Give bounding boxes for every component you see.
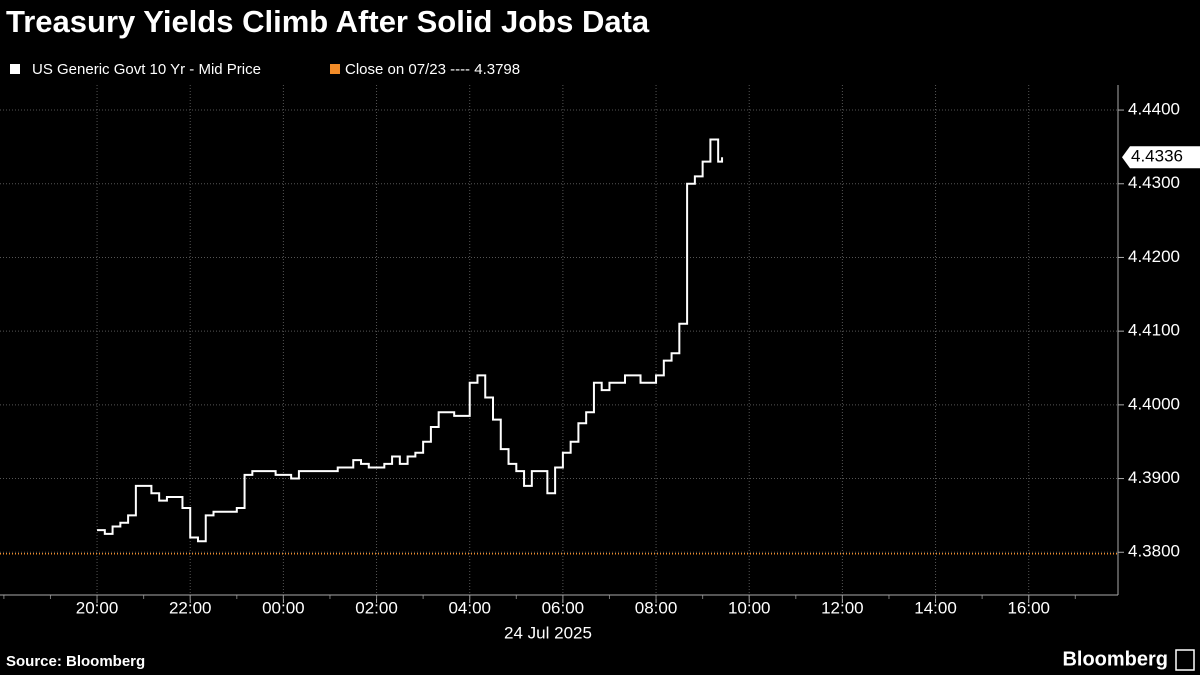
x-tick-label: 22:00 bbox=[169, 598, 212, 617]
x-tick-label: 12:00 bbox=[821, 598, 864, 617]
x-tick-label: 02:00 bbox=[355, 598, 398, 617]
y-tick-label: 4.4200 bbox=[1128, 247, 1180, 266]
x-tick-label: 10:00 bbox=[728, 598, 771, 617]
x-tick-label: 14:00 bbox=[914, 598, 957, 617]
last-value-flag bbox=[1122, 146, 1200, 169]
legend-swatch bbox=[10, 64, 20, 74]
source: Source: Bloomberg bbox=[6, 653, 145, 670]
legend-label: US Generic Govt 10 Yr - Mid Price bbox=[32, 61, 261, 78]
y-tick-label: 4.3800 bbox=[1128, 542, 1180, 561]
x-tick-label: 04:00 bbox=[448, 598, 491, 617]
y-tick-label: 4.3900 bbox=[1128, 468, 1180, 487]
x-tick-label: 20:00 bbox=[76, 598, 119, 617]
date-label: 24 Jul 2025 bbox=[504, 623, 592, 642]
y-tick-label: 4.4100 bbox=[1128, 321, 1180, 340]
x-tick-label: 06:00 bbox=[542, 598, 585, 617]
y-tick-label: 4.4400 bbox=[1128, 100, 1180, 119]
logo-icon bbox=[1175, 649, 1195, 671]
line bbox=[97, 138, 724, 543]
logo: Bloomberg bbox=[1062, 648, 1168, 670]
legend-value: 4.3798 bbox=[474, 61, 520, 78]
x-tick-label: 00:00 bbox=[262, 598, 305, 617]
legend-swatch bbox=[330, 64, 340, 74]
x-tick-label: 08:00 bbox=[635, 598, 678, 617]
y-tick-label: 4.4300 bbox=[1128, 173, 1180, 192]
y-tick-label: 4.4000 bbox=[1128, 394, 1180, 413]
legend-label: Close on 07/23 ---- 4.3798 bbox=[345, 61, 520, 78]
chart-title: Treasury Yields Climb After Solid Jobs D… bbox=[6, 4, 650, 39]
x-tick-label: 16:00 bbox=[1007, 598, 1050, 617]
last-value-label: 4.4336 bbox=[1131, 147, 1183, 166]
legend-text: Close on 07/23 ---- bbox=[345, 61, 470, 78]
